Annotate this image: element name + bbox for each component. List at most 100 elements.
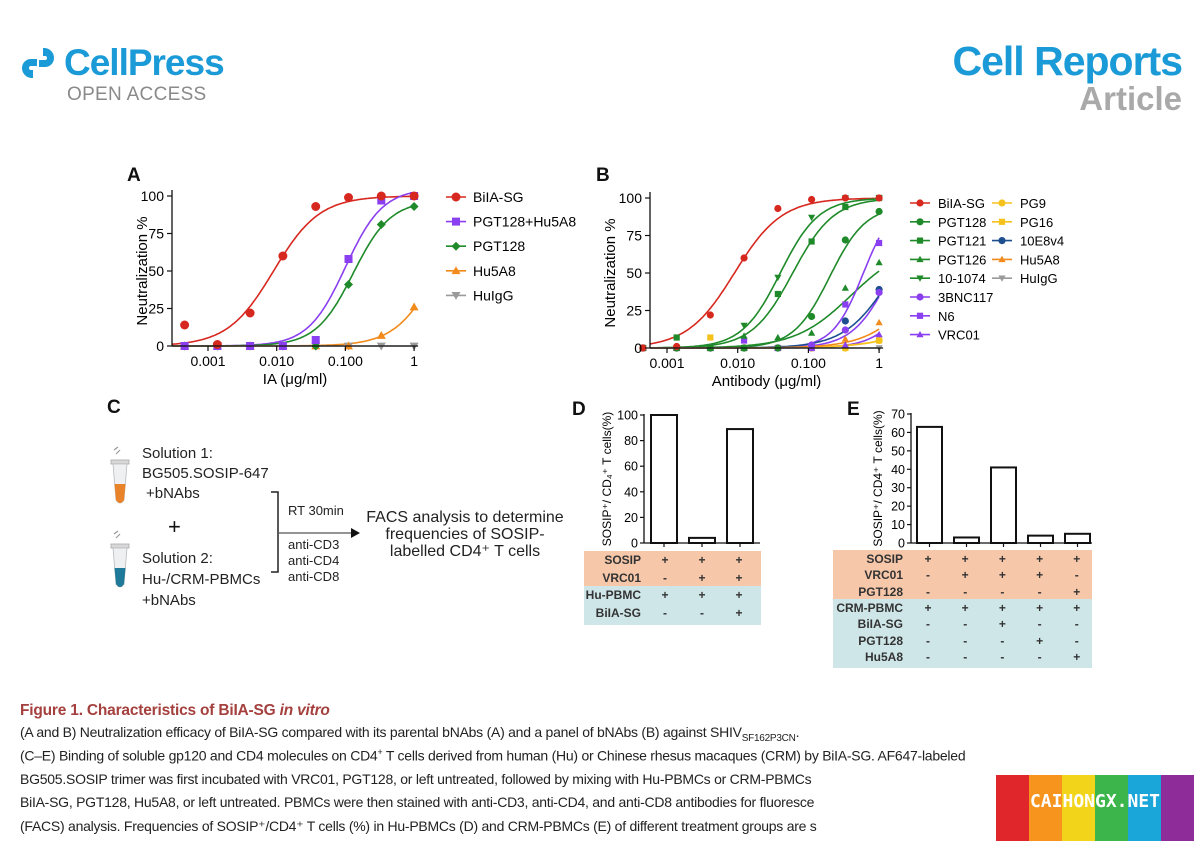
legend-label: 10E8v4 xyxy=(1020,234,1064,249)
caption-line-2b: T cells derived from human (Hu) or Chine… xyxy=(382,747,966,764)
data-point-biia-sg xyxy=(409,191,419,201)
legend-marker-icon xyxy=(451,292,461,300)
legend-marker-icon xyxy=(916,199,924,207)
table-cell: - xyxy=(1037,584,1042,599)
table-row-sosip: SOSIP + + + xyxy=(584,553,761,569)
table-row-sosip: SOSIP + + + + + xyxy=(833,552,1092,568)
table-section-treatment xyxy=(584,551,761,588)
table-cell: + xyxy=(1036,633,1044,648)
legend-marker-icon xyxy=(916,255,924,263)
bar-1 xyxy=(916,425,943,544)
row-label: BiIA-SG xyxy=(857,617,903,632)
table-cell: + xyxy=(924,600,932,615)
cellpress-logo-icon xyxy=(21,48,55,78)
caption-line-5: (FACS) analysis. Frequencies of SOSIP⁺/C… xyxy=(20,818,817,834)
plus-sign: + xyxy=(168,514,181,539)
y-tick-label: 100 xyxy=(617,409,638,423)
panel-label-a: A xyxy=(127,165,141,186)
table-cell: + xyxy=(698,553,706,567)
data-point-pgt126 xyxy=(875,258,883,266)
caption-line-2: (C–E) Binding of soluble gp120 and CD4 m… xyxy=(20,747,966,764)
y-axis-title: SOSIP⁺/ CD4⁺ T cells(%) xyxy=(871,410,885,546)
table-row-biia-sg: BiIA-SG - - + xyxy=(584,606,761,622)
table-e-conditions: SOSIP + + + + + VRC01- + + + - PGT128- - - - + CRM-PBMC +… xyxy=(833,550,1092,669)
table-cell: - xyxy=(1037,649,1042,664)
y-tick-label: 75 xyxy=(148,226,164,242)
data-point-hu5a8 xyxy=(875,318,883,326)
data-point-pgt126 xyxy=(808,329,816,336)
legend-label: PG9 xyxy=(1020,196,1046,211)
table-cell: + xyxy=(735,588,743,602)
y-tick-label: 60 xyxy=(624,460,638,474)
legend-label: BiIA-SG xyxy=(938,196,985,211)
legend-item-n6: N6 xyxy=(910,309,955,324)
series-biia-sg xyxy=(180,191,419,349)
table-cell: - xyxy=(963,584,968,599)
data-point-biia-sg xyxy=(245,308,255,318)
y-tick-label: 0 xyxy=(634,340,642,356)
data-point-pgt128 xyxy=(808,312,816,321)
legend-label: PGT128 xyxy=(938,215,986,230)
table-cell: - xyxy=(926,584,930,599)
table-cell: + xyxy=(998,552,1006,566)
table-cell: + xyxy=(1073,600,1081,615)
table-cell: + xyxy=(698,570,706,585)
legend-marker-icon xyxy=(998,218,1006,225)
table-cell: - xyxy=(963,633,968,648)
table-row-biia-sg: BiIA-SG - - + - - xyxy=(833,617,1092,633)
panel-label-c: C xyxy=(107,397,121,418)
table-cell: - xyxy=(1000,649,1005,664)
table-cell: - xyxy=(926,617,930,632)
table-cell: - xyxy=(926,649,930,664)
table-row-hu5a8: Hu5A8 - - - - + xyxy=(833,650,1092,666)
table-cell: - xyxy=(963,617,968,632)
table-cell: + xyxy=(961,600,969,615)
data-point-biia-sg xyxy=(311,202,321,211)
table-cell: - xyxy=(1074,568,1079,583)
stain-cd4: anti-CD4 xyxy=(288,553,340,568)
panel-label-e: E xyxy=(847,399,860,420)
y-tick-label: 50 xyxy=(148,263,164,279)
legend-item-biia-sg: BiIA-SG xyxy=(446,189,524,205)
caption-line-1-sub: SF162P3CN xyxy=(741,732,796,744)
legend-marker-icon xyxy=(916,312,924,319)
row-label: Hu-PBMC xyxy=(585,588,641,602)
table-cell: + xyxy=(1036,600,1044,615)
chart-a-neutralization: 0 25 50 75 100 0.001 0.010 0.100 1 IA (μg/ml) Neut… xyxy=(134,188,576,388)
legend-marker-icon xyxy=(916,293,924,301)
y-axis-title: SOSIP⁺/ CD₄⁺ T cells(%) xyxy=(600,412,614,546)
caption-line-2a: (C–E) Binding of soluble gp120 and CD4 m… xyxy=(20,747,378,764)
data-point-pgt128-hu5a8 xyxy=(344,255,353,263)
table-row-crm-pbmc: CRM-PBMC + + + + + xyxy=(833,601,1092,617)
legend-item-pg16: PG16 xyxy=(992,215,1053,230)
table-cell: - xyxy=(700,605,704,620)
legend-item-vrc01: VRC01 xyxy=(910,328,980,343)
legend-marker-icon xyxy=(451,192,461,202)
watermark-stripe xyxy=(996,775,1029,841)
chart-b-neutralization: 0 25 50 75 100 0.001 0.010 0.100 1 Antibody (μg/m… xyxy=(602,190,1064,390)
watermark-stripe xyxy=(1062,775,1095,841)
table-d-conditions: SOSIP + + + VRC01 - + + Hu-PBMC + + + BiIA-SG - - + xyxy=(584,551,761,625)
caption-line-3: BG505.SOSIP trimer was first incubated w… xyxy=(20,771,812,787)
x-axis-title: Antibody (μg/ml) xyxy=(712,373,822,390)
x-tick-label: 0.001 xyxy=(190,353,225,369)
data-point-biia-sg xyxy=(808,195,816,204)
fit-curve-10-1074 xyxy=(650,198,880,349)
y-axis-title: Neutralization % xyxy=(134,216,151,325)
data-point-pgt126 xyxy=(841,284,849,291)
y-tick-label: 25 xyxy=(626,303,642,319)
legend-item-biia-sg: BiIA-SG xyxy=(910,196,985,211)
caption-line-1-end: . xyxy=(795,724,800,740)
table-row-pgt128: PGT128 - - - - + xyxy=(833,585,1092,601)
solution1-reagent: BG505.SOSIP-647 xyxy=(142,465,269,482)
data-point-pgt128 xyxy=(376,220,386,229)
table-section-cells xyxy=(833,598,1092,669)
y-tick-label: 10 xyxy=(891,518,905,532)
watermark-stripe xyxy=(1128,775,1161,841)
row-label: PGT128 xyxy=(858,633,903,648)
table-cell: + xyxy=(961,568,969,583)
table-row-hu-pbmc: Hu-PBMC + + + xyxy=(584,588,761,604)
data-point-pgt126 xyxy=(774,333,782,341)
facs-line-2: frequencies of SOSIP- xyxy=(385,526,545,543)
legend-label: 3BNC117 xyxy=(938,290,993,305)
